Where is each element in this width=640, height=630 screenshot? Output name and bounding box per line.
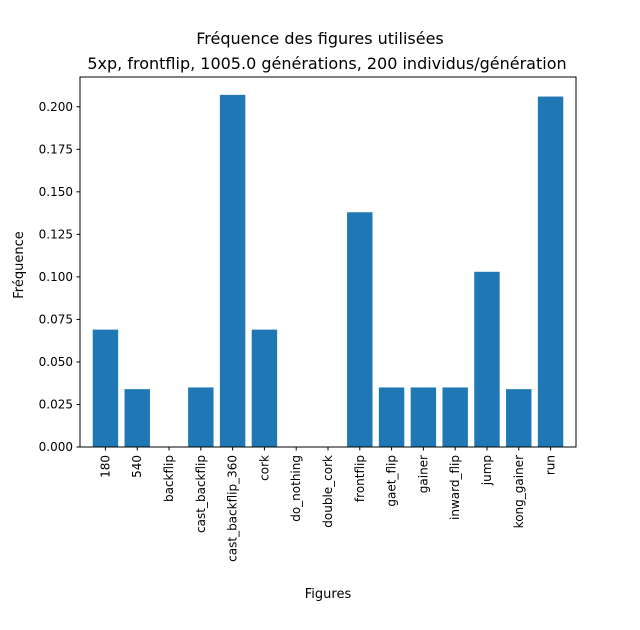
x-tick-label-do_nothing: do_nothing — [289, 455, 303, 522]
x-tick-label-backflip: backflip — [162, 455, 176, 502]
x-tick-label-gainer: gainer — [416, 455, 430, 493]
plot-frame — [79, 76, 577, 448]
y-tick-label: 0.125 — [39, 227, 73, 241]
bar-540 — [124, 389, 150, 447]
x-tick-label-kong_gainer: kong_gainer — [512, 455, 526, 528]
y-axis-label: Fréquence — [12, 231, 27, 298]
bar-run — [537, 96, 564, 447]
bar-inward_flip — [442, 387, 468, 447]
x-tick-label-double_cork: double_cork — [321, 455, 335, 528]
bar-jump — [474, 271, 500, 447]
bar-gainer — [410, 387, 437, 447]
x-tick-label-cork: cork — [257, 455, 271, 481]
bar-180 — [92, 329, 119, 447]
y-tick-label: 0.025 — [39, 397, 73, 411]
x-tick-label-180: 180 — [98, 455, 112, 478]
y-tick-label: 0.200 — [39, 100, 73, 114]
bar-cast_backflip — [188, 387, 214, 447]
bar-kong_gainer — [506, 389, 532, 447]
bar-frontflip — [347, 212, 373, 447]
x-tick-label-inward_flip: inward_flip — [448, 455, 462, 520]
x-tick-label-run: run — [544, 455, 558, 475]
bar-cork — [251, 329, 278, 447]
bars-group — [92, 94, 564, 448]
x-tick-label-frontflip: frontflip — [353, 455, 367, 502]
y-tick-label: 0.175 — [39, 142, 73, 156]
y-tick-label: 0.000 — [39, 440, 73, 454]
x-tick-label-jump: jump — [480, 455, 494, 486]
y-tick-label: 0.050 — [39, 355, 73, 369]
x-axis: 180 540 backflip cast_backflip cast_backflip… — [98, 447, 558, 562]
chart-subtitle: 5xp, frontflip, 1005.0 générations, 200 … — [87, 54, 566, 73]
x-axis-label: Figures — [305, 587, 352, 602]
chart-title: Fréquence des figures utilisées — [196, 29, 444, 48]
y-tick-label: 0.075 — [39, 312, 73, 326]
x-tick-label-cast_backflip_360: cast_backflip_360 — [226, 455, 240, 562]
x-tick-label-cast_backflip: cast_backflip — [194, 455, 208, 533]
x-tick-label-gaet_flip: gaet_flip — [385, 455, 399, 507]
bar-cast_backflip_360 — [219, 94, 246, 448]
y-tick-label: 0.100 — [39, 270, 73, 284]
bar-gaet_flip — [378, 387, 405, 447]
y-tick-label: 0.150 — [39, 185, 73, 199]
y-axis: 0.000 0.025 0.050 0.075 0.100 0.125 0.150 0.175… — [39, 100, 80, 454]
x-tick-label-540: 540 — [130, 455, 144, 478]
